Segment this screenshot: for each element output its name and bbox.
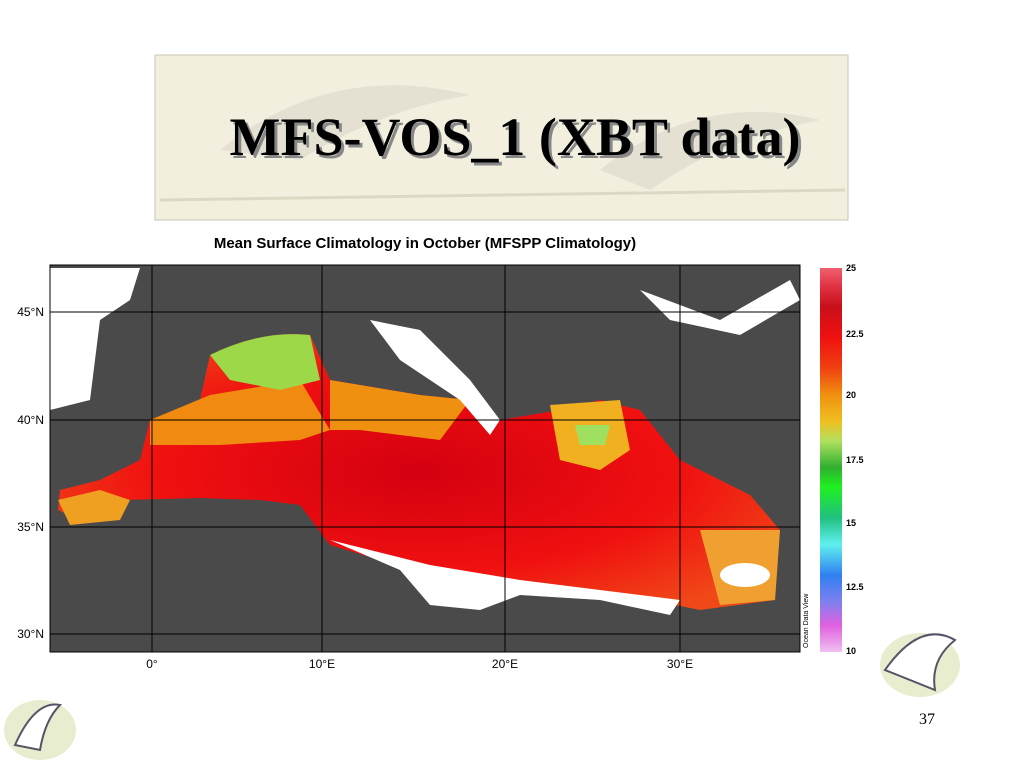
lon-label: 30°E [667,657,693,671]
colorbar-label: 22.5 [846,329,864,339]
colorbar-label: 12.5 [846,582,864,592]
lon-label: 0° [146,657,158,671]
graticule [49,264,801,653]
map-frame [49,264,801,653]
lon-label: 20°E [492,657,518,671]
sea-temperature [330,380,470,440]
map: 45°N 40°N 35°N 30°N 0° 10°E 20°E 30°E [17,264,801,671]
italy [370,320,500,435]
colorbar [820,268,842,652]
credit: Ocean Data View [803,593,810,648]
banner-line [159,188,846,202]
lat-label: 30°N [17,627,44,641]
banner-bird [600,111,820,190]
bird-logo [880,633,960,697]
atlantic [50,268,140,410]
sea-temperature [210,334,320,390]
lat-label: 40°N [17,413,44,427]
bird-logo [4,700,76,760]
sea-temperature [575,425,610,445]
colorbar-label: 17.5 [846,455,864,465]
map-title: Mean Surface Climatology in October (MFS… [214,235,636,252]
sea-temperature [150,380,330,445]
colorbar-label: 25 [846,263,856,273]
lat-label: 35°N [17,520,44,534]
lat-label: 45°N [17,305,44,319]
no-data [720,563,770,587]
page-number: 37 [919,711,935,728]
colorbar-label: 15 [846,518,856,528]
title-shadow: MFS-VOS_1 (XBT data) [233,110,804,170]
slide-title: MFS-VOS_1 (XBT data) [230,107,801,167]
lon-label: 10°E [309,657,335,671]
colorbar-label: 10 [846,646,856,656]
colorbar-label: 20 [846,390,856,400]
banner-bird [220,85,470,160]
sea-temperature [58,490,130,525]
